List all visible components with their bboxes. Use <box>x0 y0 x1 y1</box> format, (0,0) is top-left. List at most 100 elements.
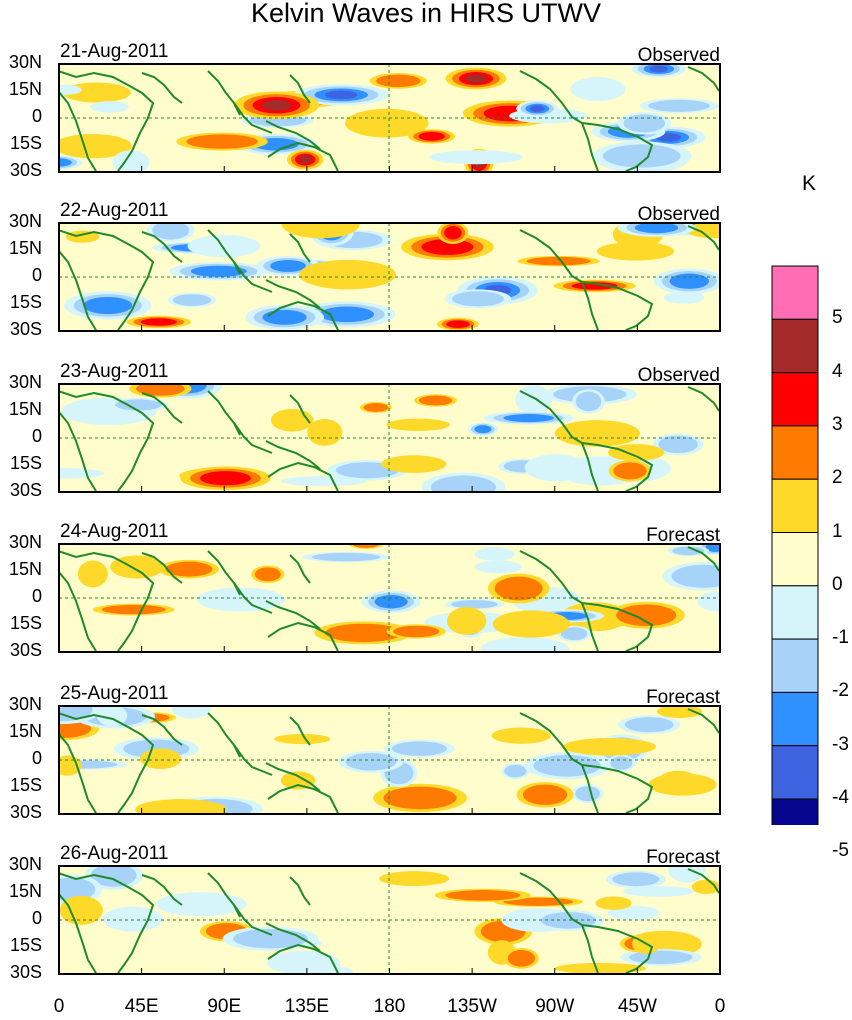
lat-label: 30S <box>9 962 42 982</box>
warm-anomaly-core <box>494 576 543 601</box>
coastline <box>581 281 654 331</box>
coastline <box>59 390 155 492</box>
lat-label: 30S <box>9 319 42 339</box>
colorbar-label: -2 <box>832 680 849 702</box>
coastline <box>265 440 321 470</box>
coastline <box>265 120 321 150</box>
colorbar-swatch <box>771 745 819 800</box>
warm-anomaly <box>281 223 360 239</box>
warm-anomaly <box>554 420 641 447</box>
warm-anomaly <box>299 259 397 290</box>
warm-anomaly <box>59 895 103 925</box>
cool-anomaly-core <box>430 475 496 492</box>
warm-anomaly <box>381 455 447 473</box>
coastline <box>267 621 339 652</box>
coastline <box>265 762 321 792</box>
coastline <box>265 600 321 630</box>
cool-anomaly-core <box>319 306 374 323</box>
warm-anomaly-core <box>522 784 568 805</box>
coastline <box>687 546 720 572</box>
warm-anomaly <box>595 896 632 910</box>
cool-anomaly <box>281 475 367 487</box>
warm-anomaly <box>59 133 132 159</box>
coastline <box>289 716 311 746</box>
lat-label: 15N <box>8 559 42 579</box>
coastline <box>581 602 599 652</box>
coastline <box>687 225 720 251</box>
cool-anomaly <box>171 706 211 719</box>
colorbar-swatch <box>771 478 819 533</box>
lat-label: 0 <box>31 908 42 928</box>
cool-anomaly-core <box>233 929 308 949</box>
cool-anomaly <box>155 892 247 917</box>
cool-anomaly-core <box>648 99 710 112</box>
cool-anomaly-core <box>59 158 72 167</box>
lat-label: 15S <box>9 935 42 955</box>
cool-anomaly-core <box>262 309 307 325</box>
panel-kind: Forecast <box>646 687 720 708</box>
colorbar-label: 2 <box>832 467 843 489</box>
warm-anomaly-core <box>101 604 166 615</box>
warm-anomaly <box>59 755 82 776</box>
coastline <box>233 744 273 776</box>
cool-anomaly <box>570 77 626 102</box>
colorbar-swatch <box>771 532 819 587</box>
cool-anomaly-core <box>503 414 554 423</box>
cool-anomaly-core <box>504 764 527 778</box>
lat-label: 0 <box>31 586 42 606</box>
cool-anomaly <box>196 587 285 612</box>
coastline <box>581 442 654 492</box>
cool-anomaly <box>697 591 720 612</box>
cool-anomaly-core <box>575 391 602 412</box>
cool-anomaly-core <box>152 223 190 240</box>
coastline <box>581 924 654 974</box>
warm-anomaly <box>110 555 165 579</box>
colorbar-swatch <box>771 585 819 640</box>
warm-anomaly-core <box>363 403 389 412</box>
warm-anomaly-core <box>165 561 213 577</box>
warm-anomaly-core <box>59 719 92 738</box>
coastline <box>59 70 155 172</box>
coastline <box>581 281 599 331</box>
lat-label: 30N <box>8 532 42 552</box>
coastline <box>141 392 183 424</box>
warm-anomaly-core <box>613 462 647 480</box>
coastline <box>687 708 720 734</box>
coastline <box>581 122 599 172</box>
warm-anomaly-core <box>254 567 281 582</box>
coastline <box>141 231 183 263</box>
cool-anomaly <box>89 101 129 113</box>
lat-label: 30S <box>9 480 42 500</box>
warm-anomaly <box>608 444 665 462</box>
colorbar-swatch <box>771 318 819 374</box>
lat-label: 0 <box>31 265 42 285</box>
lat-label: 30S <box>9 160 42 180</box>
warm-anomaly-core <box>418 132 445 141</box>
warm-anomaly <box>648 773 717 796</box>
lat-label: 0 <box>31 748 42 768</box>
warm-anomaly-core <box>186 134 258 149</box>
panel-date: 26-Aug-2011 <box>60 843 169 864</box>
coastline <box>687 868 720 894</box>
map-panel: 21-Aug-2011 Observed 30N 15N 0 15S 30S <box>0 41 852 201</box>
warm-anomaly <box>562 738 657 756</box>
coastline <box>59 570 97 652</box>
cool-anomaly-core <box>270 259 306 272</box>
lat-label: 0 <box>31 426 42 446</box>
warm-anomaly <box>307 419 343 446</box>
lon-label: 45E <box>124 996 159 1017</box>
colorbar-label: 5 <box>832 307 843 329</box>
cool-anomaly-core <box>391 741 447 756</box>
panel-date: 25-Aug-2011 <box>60 683 169 704</box>
coastline <box>59 712 155 814</box>
cool-anomaly-core <box>311 552 381 562</box>
cool-anomaly <box>102 906 163 932</box>
anomaly-map <box>58 383 721 493</box>
lat-label: 30N <box>8 694 42 714</box>
coastline <box>289 74 311 104</box>
cool-anomaly-core <box>530 105 545 112</box>
coastline <box>59 550 155 652</box>
warm-anomaly-core <box>418 395 453 406</box>
coastline <box>141 874 183 906</box>
lat-label: 15S <box>9 613 42 633</box>
